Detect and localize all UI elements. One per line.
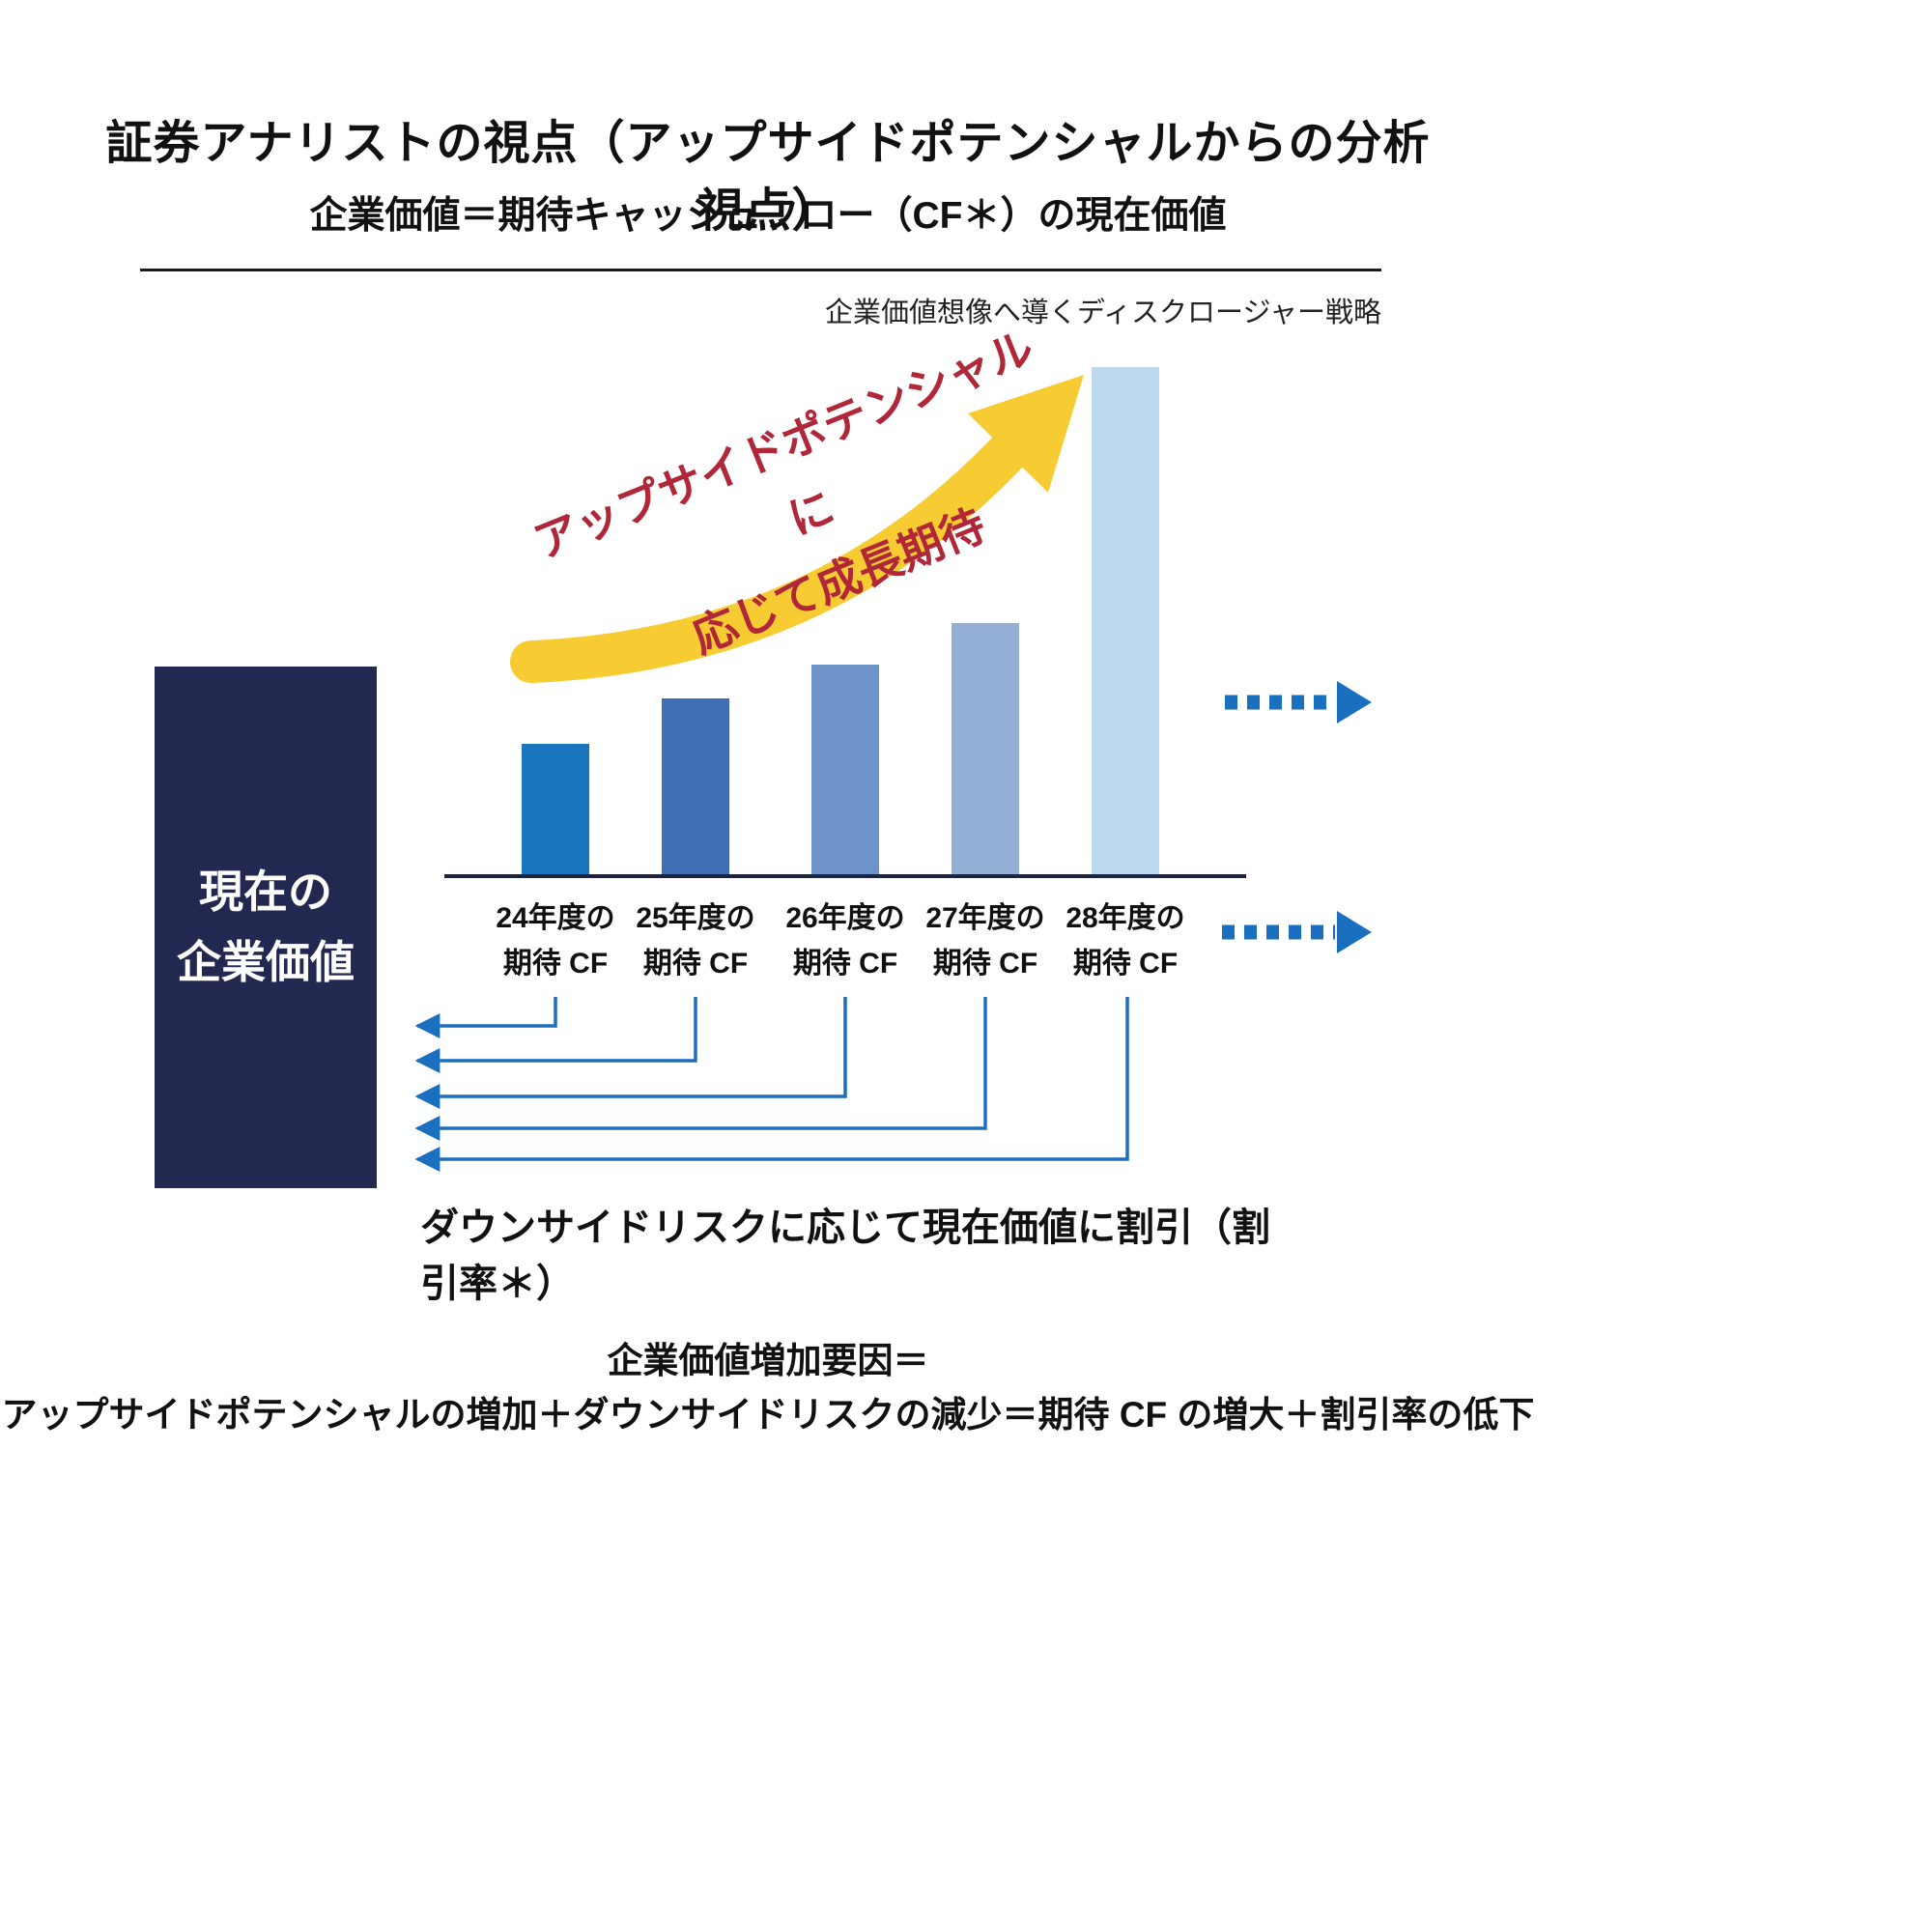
bar-label-line: 期待 CF (502, 947, 609, 980)
bar-label-fy27: 27年度の 期待 CF (903, 896, 1067, 986)
page-title: 証券アナリストの視点（アップサイドポテンシャルからの分析視点） (105, 118, 1431, 237)
bar-label-line: 24年度の (496, 902, 615, 934)
continuation-arrow-bottom-head (1337, 911, 1372, 953)
bar-label-line: 27年度の (925, 902, 1045, 934)
discount-connector-fy28 (414, 997, 1129, 1172)
discount-note: ダウンサイドリスクに応じて現在価値に割引（割引率＊） (420, 1207, 1270, 1305)
discount-connectors (414, 997, 1129, 1172)
bar-label-fy25: 25年度の 期待 CF (613, 896, 778, 986)
bar-label-line: 期待 CF (792, 947, 898, 980)
continuation-arrow-bottom (1222, 911, 1372, 953)
bar-label-fy26: 26年度の 期待 CF (763, 896, 927, 986)
bar-label-line: 期待 CF (642, 947, 749, 980)
bar-label-line: 25年度の (636, 902, 755, 934)
bar-label-line: 28年度の (1065, 902, 1185, 934)
current-enterprise-value-box: 現在の 企業価値 (155, 667, 377, 1188)
continuation-arrow-top-head (1337, 681, 1372, 724)
discount-connector-fy27 (414, 997, 987, 1141)
cf-bar (662, 698, 729, 874)
cf-bar (522, 744, 589, 874)
page-subtitle: 企業価値＝期待キャッシュフロー（CF＊）の現在価値 (309, 195, 1227, 237)
expected-cf-bar-chart (444, 367, 1246, 878)
bar-label-fy24: 24年度の 期待 CF (473, 896, 638, 986)
cf-bar (811, 665, 879, 874)
discount-connector-fy25 (414, 997, 697, 1073)
current-value-line1: 現在の (199, 866, 332, 917)
continuation-arrow-top (1225, 681, 1372, 724)
footer-formula-line2: アップサイドポテンシャルの増加＋ダウンサイドリスクの減少＝期待 CF の増大＋割… (1, 1395, 1535, 1435)
bar-label-fy28: 28年度の 期待 CF (1043, 896, 1208, 986)
bar-label-line: 期待 CF (932, 947, 1038, 980)
strategy-caption: 企業価値想像へ導くディスクロージャー戦略 (825, 298, 1381, 328)
cf-bar (952, 623, 1019, 874)
bar-label-line: 26年度の (785, 902, 905, 934)
cf-bar (1092, 367, 1159, 874)
bar-label-line: 期待 CF (1072, 947, 1179, 980)
discount-connector-fy24 (414, 997, 557, 1038)
current-value-line2: 企業価値 (177, 937, 355, 987)
footer-formula-line1: 企業価値増加要因＝ (607, 1341, 929, 1380)
discount-connector-fy26 (414, 997, 847, 1109)
divider-line (140, 269, 1381, 271)
